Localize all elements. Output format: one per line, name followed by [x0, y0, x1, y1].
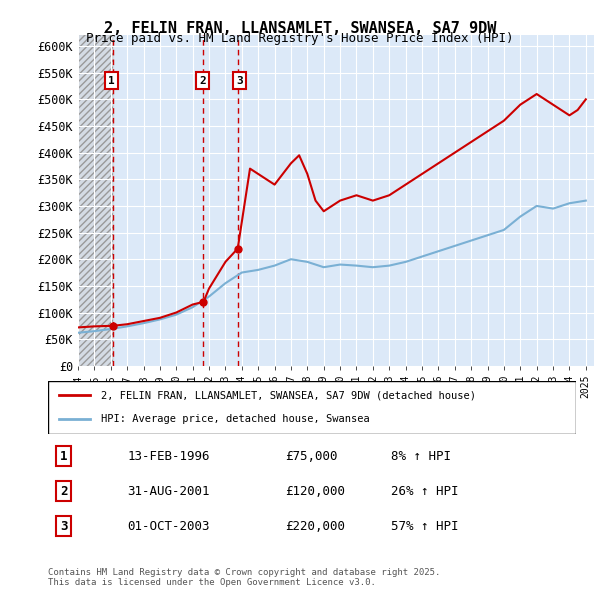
Text: 8% ↑ HPI: 8% ↑ HPI	[391, 450, 451, 463]
Text: Contains HM Land Registry data © Crown copyright and database right 2025.
This d: Contains HM Land Registry data © Crown c…	[48, 568, 440, 587]
Text: £220,000: £220,000	[286, 520, 346, 533]
Text: Price paid vs. HM Land Registry's House Price Index (HPI): Price paid vs. HM Land Registry's House …	[86, 32, 514, 45]
Text: 26% ↑ HPI: 26% ↑ HPI	[391, 484, 459, 498]
Text: 1: 1	[109, 76, 115, 86]
Text: 01-OCT-2003: 01-OCT-2003	[127, 520, 210, 533]
Text: 3: 3	[236, 76, 243, 86]
Text: 1: 1	[60, 450, 68, 463]
Text: 31-AUG-2001: 31-AUG-2001	[127, 484, 210, 498]
Text: 57% ↑ HPI: 57% ↑ HPI	[391, 520, 459, 533]
FancyBboxPatch shape	[48, 381, 576, 434]
Text: HPI: Average price, detached house, Swansea: HPI: Average price, detached house, Swan…	[101, 414, 370, 424]
Text: 2: 2	[199, 76, 206, 86]
Text: 2, FELIN FRAN, LLANSAMLET, SWANSEA, SA7 9DW (detached house): 2, FELIN FRAN, LLANSAMLET, SWANSEA, SA7 …	[101, 391, 476, 401]
Text: 2: 2	[60, 484, 68, 498]
Text: £75,000: £75,000	[286, 450, 338, 463]
Text: £120,000: £120,000	[286, 484, 346, 498]
Text: 2, FELIN FRAN, LLANSAMLET, SWANSEA, SA7 9DW: 2, FELIN FRAN, LLANSAMLET, SWANSEA, SA7 …	[104, 21, 496, 35]
Bar	[78, 35, 113, 366]
Text: 13-FEB-1996: 13-FEB-1996	[127, 450, 210, 463]
Bar	[78, 35, 113, 366]
Text: 3: 3	[60, 520, 68, 533]
